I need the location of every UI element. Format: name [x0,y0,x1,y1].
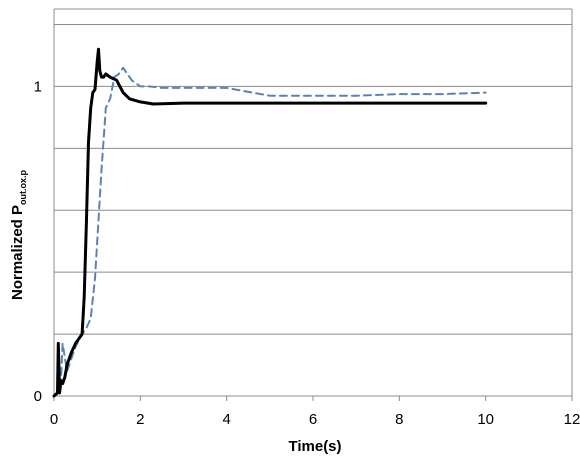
y-tick-label: 1 [34,78,42,95]
series-lines [52,47,488,398]
x-tick-label: 8 [395,411,403,428]
x-tick-label: 10 [477,411,494,428]
series-line-dashed [53,66,487,397]
x-tick-label: 0 [50,411,58,428]
series-line-solid [52,47,488,398]
y-tick-labels: 01 [34,78,42,405]
x-tick-label: 6 [309,411,317,428]
x-tick-labels: 0 2 4 6 8 10 12 [50,411,580,428]
y-axis-title: Normalized Pout.ox.p [9,169,28,300]
axes [53,8,573,401]
y-axis-title-subscript: out.ox.p [18,169,28,204]
y-tick-label: 0 [34,388,42,405]
x-tick-label: 2 [136,411,144,428]
y-axis-title-main: Normalized P [9,205,26,300]
x-tick-label: 4 [222,411,230,428]
gridlines [54,23,572,335]
x-axis-title: Time(s) [288,438,341,455]
x-tick-label: 12 [564,411,580,428]
